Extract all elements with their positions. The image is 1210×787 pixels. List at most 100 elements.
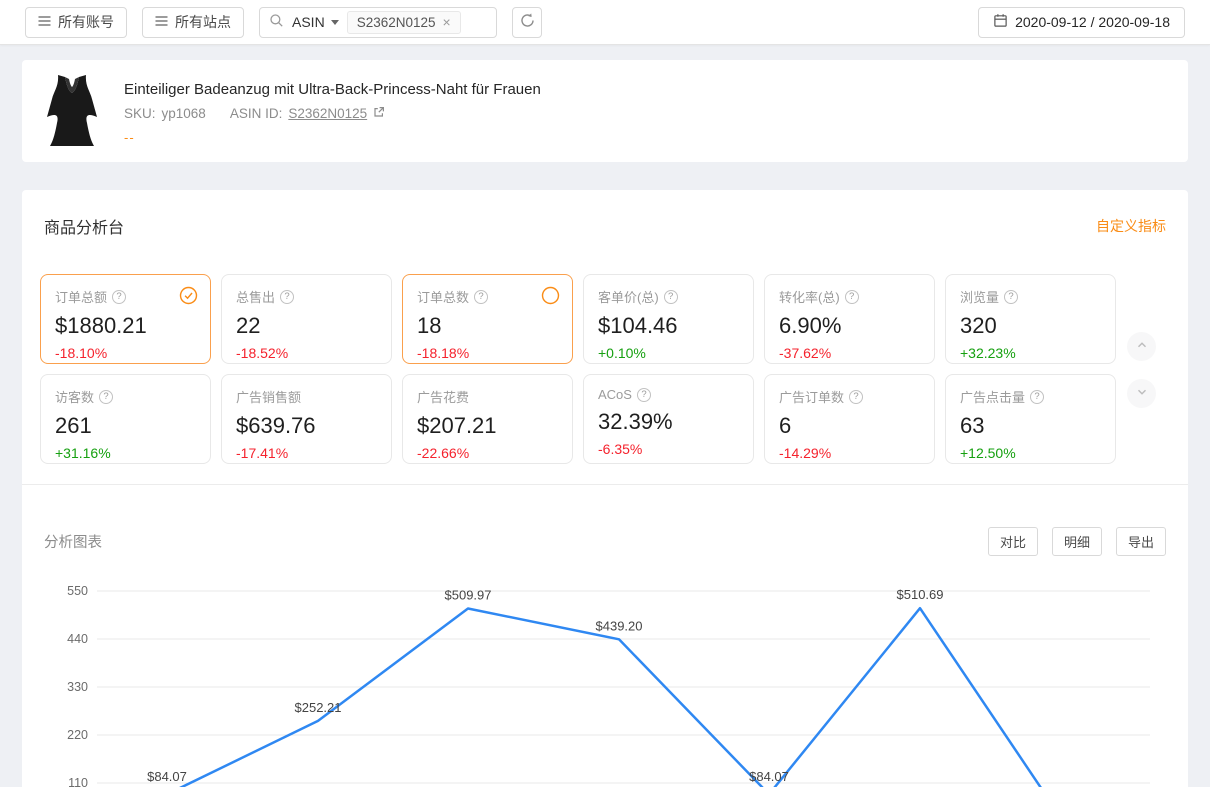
tag-close-icon[interactable]: × bbox=[442, 14, 451, 30]
search-type-label: ASIN bbox=[292, 14, 325, 30]
metric-label: 广告花费 bbox=[417, 390, 470, 405]
metric-card[interactable]: 广告点击量? 63 +12.50% bbox=[945, 374, 1116, 464]
detail-button[interactable]: 明细 bbox=[1051, 527, 1102, 556]
external-link-icon[interactable] bbox=[373, 106, 385, 121]
chevron-down-icon bbox=[330, 20, 339, 25]
help-icon[interactable]: ? bbox=[663, 289, 678, 304]
all-accounts-label: 所有账号 bbox=[58, 14, 114, 30]
metric-change: -37.62% bbox=[779, 345, 832, 361]
metric-card[interactable]: 客单价(总)? $104.46 +0.10% bbox=[583, 274, 754, 364]
metric-card[interactable]: 广告花费 $207.21 -22.66% bbox=[402, 374, 573, 464]
export-button[interactable]: 导出 bbox=[1115, 527, 1166, 556]
metric-label: ACoS bbox=[598, 387, 632, 402]
metric-label: 订单总数 bbox=[417, 290, 470, 305]
metric-label: 广告订单数 bbox=[779, 390, 845, 405]
y-axis-tick-label: 440 bbox=[67, 632, 88, 646]
chevron-up-icon bbox=[1135, 338, 1149, 355]
metric-change: +0.10% bbox=[598, 345, 646, 361]
metric-card[interactable]: ACoS? 32.39% -6.35% bbox=[583, 374, 754, 464]
chart-section-title: 分析图表 bbox=[44, 535, 102, 551]
help-icon[interactable]: ? bbox=[280, 289, 295, 304]
help-icon[interactable]: ? bbox=[636, 387, 651, 402]
metric-value: 63 bbox=[960, 413, 985, 438]
hamburger-icon bbox=[38, 14, 51, 30]
sku-value: yp1068 bbox=[161, 106, 206, 121]
chevron-down-icon bbox=[1135, 385, 1149, 402]
date-range-value: 2020-09-12 / 2020-09-18 bbox=[1015, 14, 1170, 30]
search-type-dropdown[interactable]: ASIN bbox=[292, 14, 339, 30]
data-point-label: $84.07 bbox=[147, 769, 187, 784]
cards-scroll-down-button[interactable] bbox=[1127, 379, 1156, 408]
metric-value: 320 bbox=[960, 313, 997, 338]
analysis-panel: 商品分析台 自定义指标 订单总额? $1880.21 -18.10% 总售出? 22 -1… bbox=[22, 190, 1188, 787]
metric-card[interactable]: 访客数? 261 +31.16% bbox=[40, 374, 211, 464]
metric-change: -17.41% bbox=[236, 445, 289, 461]
product-title: Einteiliger Badeanzug mit Ultra-Back-Pri… bbox=[124, 81, 541, 98]
metric-value: 22 bbox=[236, 313, 261, 338]
metric-label: 浏览量 bbox=[960, 290, 1000, 305]
data-point-label: $510.69 bbox=[897, 587, 944, 602]
metric-value: 261 bbox=[55, 413, 92, 438]
search-input[interactable]: ASIN S2362N0125 × bbox=[259, 6, 497, 38]
metric-value: 32.39% bbox=[598, 409, 673, 434]
metric-change: -18.52% bbox=[236, 345, 289, 361]
help-icon[interactable]: ? bbox=[1030, 389, 1045, 404]
panel-title: 商品分析台 bbox=[44, 220, 125, 237]
data-point-label: $509.97 bbox=[445, 587, 492, 602]
metric-value: $639.76 bbox=[236, 413, 316, 438]
top-filter-bar: 所有账号 所有站点 ASIN S2362N0125 × 2020-09-12 /… bbox=[0, 0, 1210, 45]
metric-change: -18.18% bbox=[417, 345, 470, 361]
y-axis-tick-label: 110 bbox=[68, 776, 88, 787]
metric-change: -14.29% bbox=[779, 445, 832, 461]
data-point-label: $439.20 bbox=[596, 618, 643, 633]
search-tag[interactable]: S2362N0125 × bbox=[346, 10, 461, 34]
data-point-label: $84.07 bbox=[749, 769, 789, 784]
y-axis-tick-label: 220 bbox=[67, 728, 88, 742]
help-icon[interactable]: ? bbox=[474, 289, 489, 304]
metric-label: 广告销售额 bbox=[236, 390, 302, 405]
product-card: Einteiliger Badeanzug mit Ultra-Back-Pri… bbox=[22, 60, 1188, 162]
y-axis-tick-label: 330 bbox=[67, 680, 88, 694]
metric-card[interactable]: 订单总额? $1880.21 -18.10% bbox=[40, 274, 211, 364]
chart-line-series bbox=[179, 606, 1042, 787]
radio-circle-icon bbox=[541, 286, 560, 305]
hamburger-icon bbox=[155, 14, 168, 30]
product-image bbox=[42, 74, 102, 148]
help-icon[interactable]: ? bbox=[1004, 289, 1019, 304]
compare-button[interactable]: 对比 bbox=[987, 527, 1038, 556]
y-axis-tick-label: 550 bbox=[67, 584, 88, 598]
metric-cards-grid: 订单总额? $1880.21 -18.10% 总售出? 22 -18.52% 订单总数? 18… bbox=[40, 274, 1170, 464]
metric-card[interactable]: 总售出? 22 -18.52% bbox=[221, 274, 392, 364]
custom-metrics-link[interactable]: 自定义指标 bbox=[1096, 218, 1166, 234]
check-circle-icon bbox=[179, 286, 198, 305]
metric-change: +12.50% bbox=[960, 445, 1016, 461]
help-icon[interactable]: ? bbox=[849, 389, 864, 404]
metric-change: +31.16% bbox=[55, 445, 111, 461]
search-icon bbox=[269, 13, 284, 31]
all-sites-button[interactable]: 所有站点 bbox=[142, 6, 244, 38]
help-icon[interactable]: ? bbox=[99, 389, 114, 404]
all-accounts-button[interactable]: 所有账号 bbox=[25, 6, 127, 38]
line-chart: 110 220 330 440 550 $84.07 $252.21 $509.97 $439.… bbox=[40, 578, 1170, 787]
metric-card[interactable]: 广告订单数? 6 -14.29% bbox=[764, 374, 935, 464]
cards-scroll-up-button[interactable] bbox=[1127, 332, 1156, 361]
metric-label: 访客数 bbox=[55, 390, 95, 405]
refresh-button[interactable] bbox=[512, 6, 542, 38]
metric-card[interactable]: 转化率(总)? 6.90% -37.62% bbox=[764, 274, 935, 364]
metric-change: +32.23% bbox=[960, 345, 1016, 361]
search-tag-value: S2362N0125 bbox=[356, 14, 436, 30]
metric-card[interactable]: 浏览量? 320 +32.23% bbox=[945, 274, 1116, 364]
all-sites-label: 所有站点 bbox=[175, 14, 231, 30]
date-range-picker[interactable]: 2020-09-12 / 2020-09-18 bbox=[978, 6, 1185, 38]
metric-label: 客单价(总) bbox=[598, 290, 659, 305]
help-icon[interactable]: ? bbox=[844, 289, 859, 304]
metric-change: -18.10% bbox=[55, 345, 108, 361]
asin-link[interactable]: S2362N0125 bbox=[288, 106, 368, 121]
metric-label: 转化率(总) bbox=[779, 290, 840, 305]
metric-label: 订单总额 bbox=[55, 290, 108, 305]
metric-card[interactable]: 订单总数? 18 -18.18% bbox=[402, 274, 573, 364]
asin-label: ASIN ID: bbox=[229, 106, 283, 121]
help-icon[interactable]: ? bbox=[112, 289, 127, 304]
metric-card[interactable]: 广告销售额 $639.76 -17.41% bbox=[221, 374, 392, 464]
data-point-label: $252.21 bbox=[295, 700, 342, 715]
